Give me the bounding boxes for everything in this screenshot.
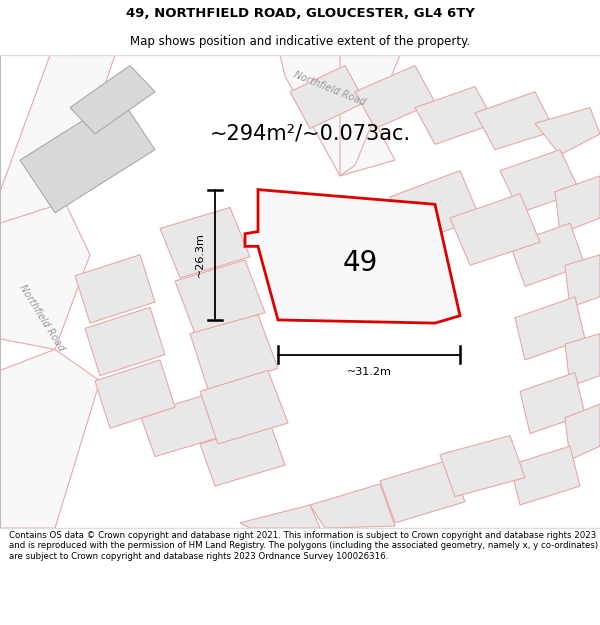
Text: Contains OS data © Crown copyright and database right 2021. This information is : Contains OS data © Crown copyright and d… [9, 531, 598, 561]
Text: Northfield Road: Northfield Road [293, 69, 367, 108]
Polygon shape [175, 260, 265, 334]
Polygon shape [200, 423, 285, 486]
Polygon shape [510, 223, 585, 286]
Polygon shape [245, 189, 460, 323]
Polygon shape [160, 208, 250, 278]
Polygon shape [355, 66, 435, 129]
Polygon shape [85, 308, 165, 376]
Polygon shape [190, 315, 278, 389]
Text: ~294m²/~0.073ac.: ~294m²/~0.073ac. [209, 124, 410, 144]
Polygon shape [475, 92, 555, 149]
Polygon shape [340, 55, 400, 176]
Polygon shape [565, 334, 600, 386]
Polygon shape [440, 436, 525, 497]
Polygon shape [310, 484, 395, 528]
Text: Map shows position and indicative extent of the property.: Map shows position and indicative extent… [130, 35, 470, 48]
Polygon shape [380, 460, 465, 523]
Polygon shape [535, 107, 600, 155]
Text: 49, NORTHFIELD ROAD, GLOUCESTER, GL4 6TY: 49, NORTHFIELD ROAD, GLOUCESTER, GL4 6TY [125, 8, 475, 20]
Text: Northfield Road: Northfield Road [17, 282, 67, 353]
Polygon shape [555, 176, 600, 234]
Polygon shape [200, 371, 288, 444]
Polygon shape [70, 66, 155, 134]
Polygon shape [20, 97, 155, 212]
Polygon shape [520, 372, 585, 434]
Polygon shape [290, 66, 365, 129]
Polygon shape [280, 55, 395, 176]
Text: ~31.2m: ~31.2m [347, 368, 391, 378]
Polygon shape [415, 86, 495, 144]
Polygon shape [95, 360, 175, 428]
Polygon shape [0, 349, 100, 528]
Polygon shape [450, 194, 540, 265]
Text: 49: 49 [343, 249, 377, 277]
Polygon shape [0, 55, 115, 244]
Polygon shape [500, 149, 580, 213]
Polygon shape [515, 297, 585, 360]
Polygon shape [390, 171, 480, 244]
Polygon shape [0, 202, 90, 349]
Polygon shape [565, 404, 600, 460]
Polygon shape [140, 394, 225, 457]
Polygon shape [240, 505, 320, 528]
Polygon shape [75, 255, 155, 323]
Polygon shape [565, 255, 600, 308]
Polygon shape [510, 446, 580, 505]
Text: ~26.3m: ~26.3m [195, 232, 205, 278]
